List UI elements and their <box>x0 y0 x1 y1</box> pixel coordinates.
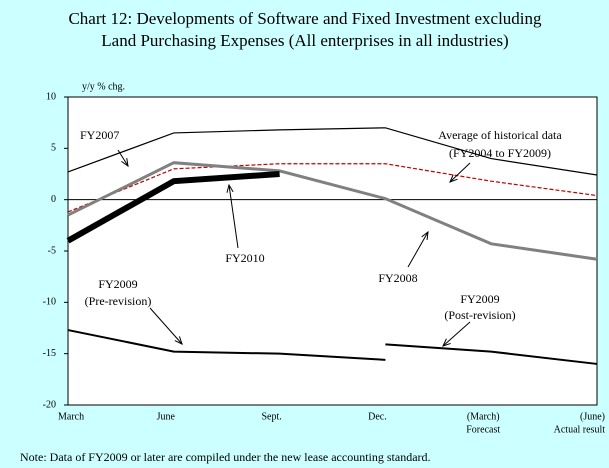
y-axis-label: y/y % chg. <box>82 81 125 92</box>
y-tick-label: -10 <box>43 297 56 308</box>
series-sublabel: (FY2004 to FY2009) <box>449 146 551 160</box>
chart-title: Chart 12: Developments of Software and F… <box>68 9 542 28</box>
series-line <box>67 329 386 361</box>
arrow-head <box>226 183 234 193</box>
series-label: FY2008 <box>378 271 417 285</box>
arrow-line <box>149 307 183 345</box>
series-label: FY2010 <box>225 251 264 265</box>
x-tick-label: (March) <box>467 411 500 422</box>
series-line <box>67 163 598 213</box>
series-label: Average of historical data <box>438 128 562 142</box>
arrow-head <box>121 158 129 168</box>
y-tick-label: -5 <box>48 245 56 256</box>
series-line <box>67 127 598 176</box>
note: Note: Data of FY2009 or later are compil… <box>20 450 431 464</box>
x-tick-sublabel: Forecast <box>466 424 500 435</box>
series-line <box>66 171 280 244</box>
series-label: FY2009 <box>460 292 499 306</box>
y-tick-label: -20 <box>43 399 56 410</box>
x-tick-label: June <box>157 411 176 422</box>
x-tick-label: (June) <box>580 411 605 422</box>
series-line <box>67 161 598 261</box>
series-line <box>385 343 598 365</box>
chart-title: Land Purchasing Expenses (All enterprise… <box>101 31 508 50</box>
arrow-head <box>174 336 183 345</box>
arrow-head <box>442 338 451 347</box>
arrow-line <box>407 231 429 268</box>
series-sublabel: (Post-revision) <box>444 308 515 322</box>
series-label: FY2007 <box>80 128 119 142</box>
arrow-line <box>117 149 129 167</box>
x-tick-label: Dec. <box>368 411 387 422</box>
arrow-line <box>442 321 471 347</box>
y-tick-label: 10 <box>46 91 56 102</box>
y-tick-label: -15 <box>43 348 56 359</box>
series-sublabel: (Pre-revision) <box>85 294 152 308</box>
series-label: FY2009 <box>98 277 137 291</box>
x-tick-sublabel: Actual result <box>554 424 606 435</box>
x-tick-label: Sept. <box>261 411 281 422</box>
y-tick-label: 0 <box>51 194 56 205</box>
y-tick-label: 5 <box>51 143 56 154</box>
arrow-line <box>228 184 239 249</box>
x-tick-label: March <box>58 411 84 422</box>
arrow-head <box>421 230 429 241</box>
arrow-line <box>449 162 471 183</box>
arrow-head <box>449 174 458 183</box>
